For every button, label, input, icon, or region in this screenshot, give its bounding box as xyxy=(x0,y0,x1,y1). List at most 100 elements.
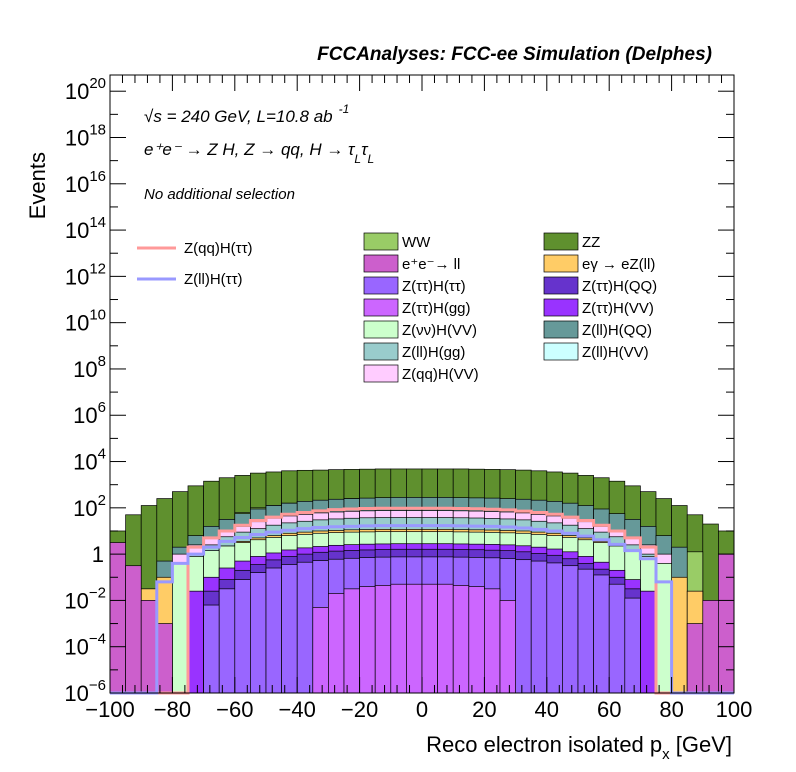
bar-z-h-gg--21 xyxy=(437,583,454,694)
bar-e-e-ll-3 xyxy=(156,623,173,694)
selection-annotation: No additional selection xyxy=(144,186,295,203)
legend-label-4: Z(ττ)H(ττ) xyxy=(402,278,466,295)
bar-e-e-ll-0 xyxy=(109,542,126,694)
bar-z-h-gg--25 xyxy=(499,600,516,694)
bar-z-h-gg--22 xyxy=(452,585,470,694)
legend-swatch-0 xyxy=(363,232,399,251)
energy-text: = 240 GeV, L=10.8 ab xyxy=(162,107,333,126)
bar-z-h--8 xyxy=(234,579,251,694)
bar-z-h-vv--4 xyxy=(172,563,189,694)
y-tick-label: 1018 xyxy=(65,121,106,150)
x-axis-title-main: Reco electron isolated p xyxy=(426,732,662,757)
legend-label-5: Z(ττ)H(QQ) xyxy=(582,278,657,295)
x-tick-label: 20 xyxy=(472,697,496,722)
bar-z-h-gg--19 xyxy=(406,583,423,694)
bar-e-e-ll-1 xyxy=(125,565,142,694)
legend-swatch-12 xyxy=(363,364,399,383)
process-text: e⁺e⁻ → Z H, Z → qq, H → τ xyxy=(144,140,356,159)
bar-e-e-ll-37 xyxy=(686,623,704,694)
legend-swatch-11 xyxy=(543,342,579,361)
bar-z-h--10 xyxy=(265,567,282,694)
y-tick-label: 108 xyxy=(73,353,106,382)
legend-label-0: WW xyxy=(402,234,431,251)
tau2-symbol: τ xyxy=(361,140,369,159)
bar-z-h--7 xyxy=(218,588,236,694)
y-axis-title: Events xyxy=(25,152,50,219)
legend-swatch-4 xyxy=(363,276,399,295)
legend-label-9: Z(ll)H(QQ) xyxy=(582,322,652,339)
bar-e-e-ll-38 xyxy=(702,600,719,694)
legend-swatch-8 xyxy=(363,320,399,339)
x-tick-label: 60 xyxy=(597,697,621,722)
bar-z-h--31 xyxy=(593,574,610,694)
tau1-subscript: L xyxy=(354,152,361,166)
x-tick-label: 0 xyxy=(416,697,428,722)
x-axis-title-unit: [GeV] xyxy=(670,732,732,757)
legend: Z(qq)H(ττ) Z(ll)H(ττ) WW ZZ e⁺e⁻→ ll eγ → eZ(… xyxy=(137,232,657,383)
lumi-exponent: -1 xyxy=(339,102,350,116)
bar-z-h-gg--15 xyxy=(343,588,360,694)
y-tick-label: 10−6 xyxy=(64,677,106,706)
bar-z-h-gg--24 xyxy=(484,588,501,694)
bar-z-h-gg--17 xyxy=(374,585,392,694)
legend-swatch-1 xyxy=(543,232,579,251)
bar-z-h--27 xyxy=(530,560,548,694)
y-tick-label: 1016 xyxy=(65,168,106,197)
legend-label-8: Z(νν)H(VV) xyxy=(402,322,477,339)
x-tick-label: −100 xyxy=(85,697,135,722)
process-annotation: e⁺e⁻ → Z H, Z → qq, H → τLτL xyxy=(144,140,374,166)
legend-swatch-3 xyxy=(543,254,579,273)
x-tick-label: −60 xyxy=(216,697,253,722)
bar-z-h-gg--14 xyxy=(328,593,345,694)
y-tick-label: 10−4 xyxy=(64,631,106,660)
y-tick-label: 106 xyxy=(73,399,106,428)
legend-swatch-7 xyxy=(543,298,579,317)
legend-swatch-2 xyxy=(363,254,399,273)
x-tick-label: −40 xyxy=(279,697,316,722)
y-tick-label: 1020 xyxy=(65,75,106,104)
bar-z-h--12 xyxy=(296,561,314,694)
stacked-histograms xyxy=(109,468,735,694)
x-tick-label: 40 xyxy=(535,697,559,722)
bar-e-ez-ll--36 xyxy=(671,576,688,694)
bar-z-h--32 xyxy=(608,583,626,694)
legend-label-11: Z(ll)H(VV) xyxy=(582,344,649,361)
signal-line-1 xyxy=(110,524,734,695)
bar-z-h--9 xyxy=(250,572,267,694)
chart-title: FCCAnalyses: FCC-ee Simulation (Delphes) xyxy=(317,44,712,65)
y-tick-label: 102 xyxy=(73,492,106,521)
signal-lines xyxy=(110,506,734,695)
bar-z-h-gg--23 xyxy=(468,586,485,694)
x-tick-label: 100 xyxy=(716,697,753,722)
bar-z-h-vv--5 xyxy=(187,590,204,694)
x-axis-title: Reco electron isolated px [GeV] xyxy=(426,732,732,763)
legend-label-signal-0: Z(qq)H(ττ) xyxy=(184,240,253,257)
x-axis-title-subscript: x xyxy=(662,746,670,763)
x-tick-label: −20 xyxy=(341,697,378,722)
bar-z-h-gg--13 xyxy=(312,607,329,694)
legend-label-12: Z(qq)H(VV) xyxy=(402,366,479,383)
bar-z-h-gg--16 xyxy=(359,586,376,694)
y-tick-label: 1 xyxy=(92,542,104,567)
energy-annotation: √s = 240 GeV, L=10.8 ab -1 xyxy=(144,102,349,126)
energy-s: s xyxy=(153,107,162,126)
legend-label-10: Z(ll)H(gg) xyxy=(402,344,465,361)
axis-ticks: −100 −80 −60 −40 −20 0 20 40 60 80 100 10−6 10−4 10−2… xyxy=(64,75,752,722)
legend-label-1: ZZ xyxy=(582,234,600,251)
x-tick-label: −80 xyxy=(154,697,191,722)
x-tick-label: 80 xyxy=(659,697,683,722)
legend-label-3: eγ → eZ(ll) xyxy=(582,256,655,273)
legend-swatch-6 xyxy=(363,298,399,317)
bar-z-h--29 xyxy=(562,565,579,694)
y-tick-label: 104 xyxy=(73,446,106,475)
y-tick-label: 1012 xyxy=(65,260,106,289)
y-tick-label: 10−2 xyxy=(64,584,106,613)
sqrt-symbol: √ xyxy=(144,107,154,126)
signal-line-0 xyxy=(110,506,734,695)
bar-z-h--11 xyxy=(281,564,298,694)
bar-z-h-gg--20 xyxy=(421,583,438,694)
y-tick-label: 1014 xyxy=(65,214,106,243)
bar-z-h--6 xyxy=(203,604,220,694)
bar-e-e-ll-2 xyxy=(140,600,158,694)
